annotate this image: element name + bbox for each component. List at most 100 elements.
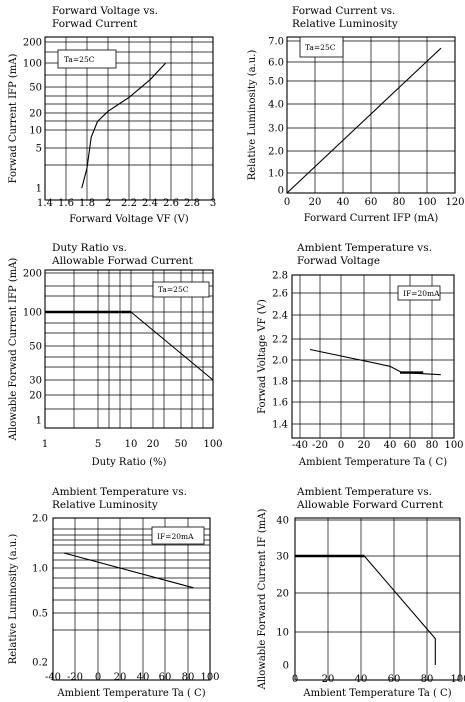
y-tick-label: 1.0	[32, 564, 48, 575]
x-tick-label: 40	[384, 440, 397, 451]
y-tick-label: 0	[278, 186, 284, 197]
x-tick-label: 20	[147, 439, 160, 450]
y-tick-label: 100	[23, 59, 42, 70]
x-tick-label: 0	[292, 674, 298, 685]
condition-label: IF=20mA	[157, 532, 194, 541]
x-tick-label: 1.6	[58, 198, 74, 209]
y-tick-label: 30	[29, 376, 42, 387]
condition-box	[152, 281, 210, 298]
y-tick-label: 10	[29, 126, 42, 137]
chart-4: Ambient Temperature vs.Forwad Voltage -40…	[257, 242, 464, 468]
y-tick-label: 10	[276, 628, 289, 639]
x-tick-label: 100	[203, 439, 222, 450]
x-tick-label: 20	[309, 197, 322, 208]
plot-frame	[286, 36, 456, 194]
y-tick-label: 3.0	[268, 124, 284, 135]
x-axis-label: Ambient Temperature Ta ( C)	[298, 457, 447, 468]
condition-box	[299, 36, 344, 58]
y-tick-label: 0	[283, 661, 289, 672]
series-line-1	[309, 348, 441, 376]
y-tick-label: 200	[23, 269, 42, 280]
y-tick-label: 200	[23, 38, 42, 49]
x-tick-label: 2.2	[121, 198, 137, 209]
chart-title-line: Relative Luminosity	[292, 18, 398, 30]
x-tick-label: -40	[45, 672, 61, 683]
x-tick-label: 60	[159, 672, 172, 683]
x-tick-label: 10	[125, 439, 138, 450]
y-axis-label: Forwad Current IFP (mA)	[8, 54, 19, 184]
x-tick-label: 2.6	[163, 198, 179, 209]
chart-title-line: Forwad Voltage	[297, 255, 380, 267]
x-tick-label: 40	[337, 197, 350, 208]
y-tick-label: 2.6	[272, 289, 288, 300]
plot-frame	[44, 269, 214, 429]
y-tick-label: 1.4	[272, 420, 288, 431]
x-tick-label: 3	[210, 198, 216, 209]
y-tick-label: 2.2	[272, 335, 288, 346]
chart-5: Ambient Temperature vs.Relative Luminosi…	[8, 486, 220, 699]
y-tick-label: 20	[276, 589, 289, 600]
chart-title-line: Relative Luminosity	[52, 499, 158, 511]
x-tick-label: 40	[355, 674, 368, 685]
y-tick-label: 30	[276, 552, 289, 563]
x-tick-label: 80	[393, 197, 406, 208]
x-tick-label: 2	[105, 198, 111, 209]
x-tick-label: -20	[312, 440, 328, 451]
x-axis-label: Ambient Temperature Ta ( C)	[302, 688, 451, 699]
condition-label: Ta=25C	[305, 43, 336, 52]
y-tick-label: 0.2	[32, 658, 48, 669]
chart-2: Forwad Current vs.Relative Luminosity 0 20…	[247, 5, 465, 224]
y-tick-label: 2.0	[268, 147, 284, 158]
y-tick-label: 100	[23, 308, 42, 319]
y-tick-label: 20	[29, 109, 42, 120]
y-tick-label: 5.0	[268, 77, 284, 88]
x-tick-label: 1	[42, 439, 48, 450]
x-tick-label: 5	[95, 439, 101, 450]
x-tick-label: 2.4	[142, 198, 158, 209]
y-tick-label: 1.0	[268, 169, 284, 180]
x-tick-label: 100	[417, 197, 436, 208]
y-axis-label: Relative Luminosity (a.u.)	[8, 534, 19, 665]
chart-title-line: Allowable Forward Current	[296, 499, 444, 511]
y-tick-label: 2.4	[272, 311, 288, 322]
series-line-1	[63, 552, 194, 589]
y-tick-label: 50	[29, 342, 42, 353]
plot-frame	[52, 517, 211, 681]
y-tick-label: 7.0	[268, 37, 284, 48]
condition-box	[57, 49, 117, 69]
chart-title-line: Ambient Temperature vs.	[296, 242, 432, 254]
y-tick-label: 2.0	[32, 514, 48, 525]
x-tick-label: 80	[421, 674, 434, 685]
x-tick-label: 60	[365, 197, 378, 208]
series-line-2	[130, 311, 214, 381]
condition-label: IF=20mA	[403, 289, 440, 298]
x-tick-label: 40	[137, 672, 150, 683]
y-tick-label: 20	[29, 391, 42, 402]
x-axis-label: Ambient Temperature Ta ( C)	[56, 688, 205, 699]
x-tick-label: 20	[114, 672, 127, 683]
chart-6: Ambient Temperature vs.Allowable Forward…	[257, 486, 465, 699]
chart-title-line: Forwad Current	[52, 18, 138, 30]
x-tick-label: 0	[95, 672, 101, 683]
chart-title-line: Forward Voltage vs.	[52, 5, 158, 17]
x-tick-label: -20	[67, 672, 83, 683]
x-tick-label: 80	[182, 672, 195, 683]
x-tick-label: 1.4	[37, 198, 53, 209]
chart-title-line: Duty Ratio vs.	[52, 242, 127, 254]
y-tick-label: 1.8	[272, 377, 288, 388]
x-tick-label: -40	[292, 440, 308, 451]
y-tick-label: 1	[36, 184, 42, 195]
y-tick-label: 5	[36, 144, 42, 155]
y-tick-label: 1.6	[272, 398, 288, 409]
x-tick-label: 0	[338, 440, 344, 451]
y-tick-label: 0.5	[32, 609, 48, 620]
y-axis-label: Forwad Voltage VF (V)	[257, 299, 268, 414]
condition-label: Ta=25C	[158, 285, 189, 294]
series-line-1	[81, 62, 167, 189]
x-tick-label: 60	[388, 674, 401, 685]
plot-frame	[291, 274, 455, 439]
condition-box	[151, 526, 205, 545]
x-axis-label: Forward Current IFP (mA)	[304, 213, 439, 224]
x-axis-label: Duty Ratio (%)	[92, 457, 167, 468]
